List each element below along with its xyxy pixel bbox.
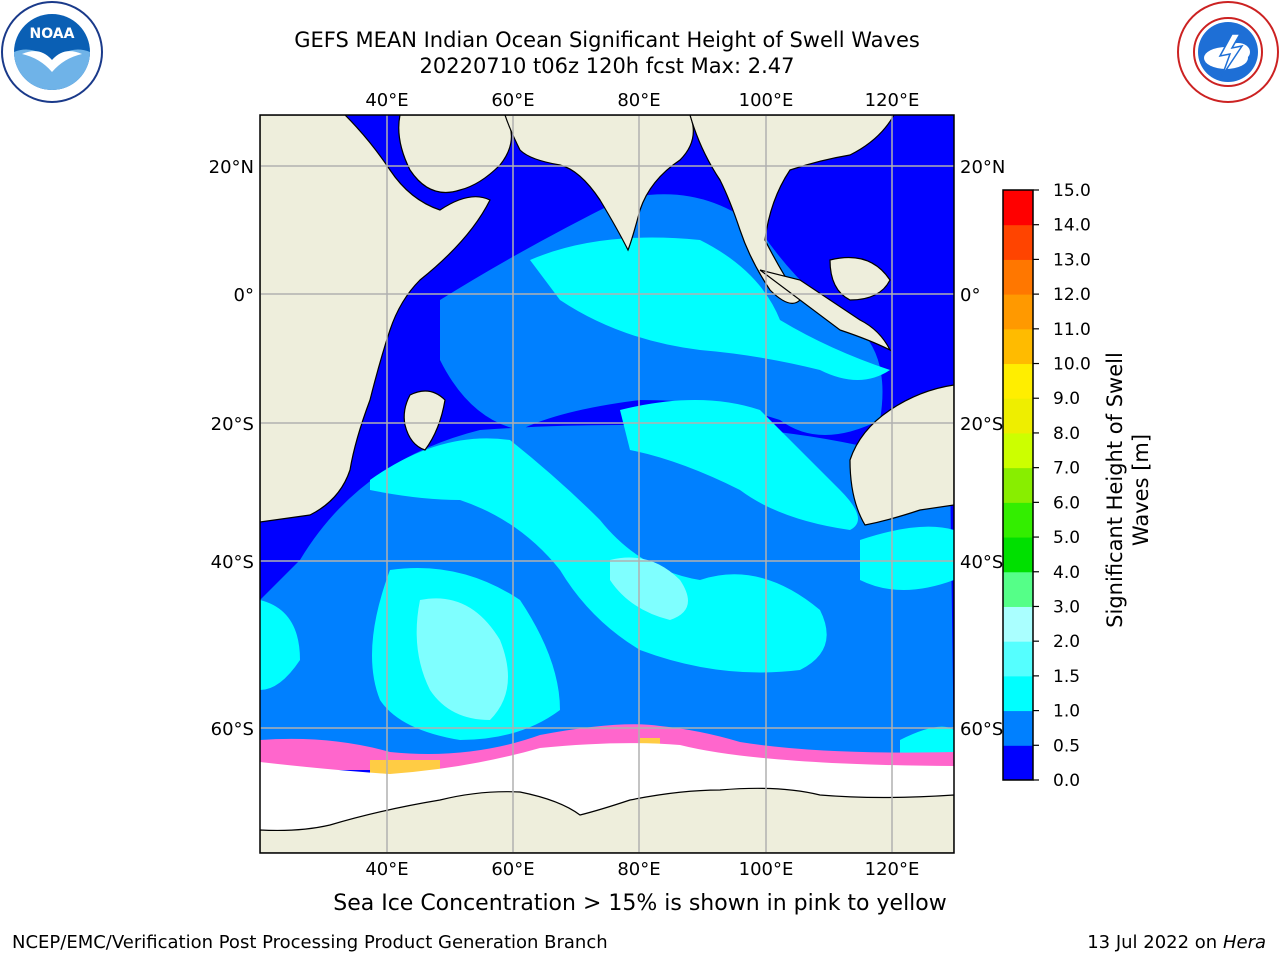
colorbar-tick-label: 10.0: [1053, 355, 1091, 375]
lat-label-left: 0°: [234, 285, 254, 306]
colorbar-tick-label: 1.5: [1053, 667, 1080, 687]
footer-producer: NCEP/EMC/Verification Post Processing Pr…: [12, 932, 608, 953]
colorbar-tick-label: 9.0: [1053, 389, 1080, 409]
colorbar-blocks: [1003, 190, 1033, 781]
colorbar-block: [1003, 190, 1033, 226]
lon-label-top: 40°E: [365, 90, 408, 111]
colorbar-tick-label: 7.0: [1053, 459, 1080, 479]
colorbar-tick-label: 5.0: [1053, 528, 1080, 548]
colorbar-block: [1003, 502, 1033, 538]
colorbar-block: [1003, 675, 1033, 712]
lon-label-top: 60°E: [491, 90, 534, 111]
chart-title: GEFS MEAN Indian Ocean Significant Heigh…: [294, 28, 920, 52]
colorbar-tick-label: 3.0: [1053, 597, 1080, 617]
land-africa: [260, 115, 491, 523]
colorbar-tick-label: 12.0: [1053, 285, 1091, 305]
colorbar-block: [1003, 259, 1033, 295]
colorbar-tick-label: 15.0: [1053, 181, 1091, 201]
swell-band-1.5-2.0: [416, 557, 688, 720]
lat-labels-right: 20°N 0° 20°S 40°S 60°S: [960, 157, 1005, 740]
colorbar-block: [1003, 571, 1033, 607]
lat-label-right: 40°S: [960, 552, 1003, 573]
colorbar-tick-label: 6.0: [1053, 493, 1080, 513]
lon-label-bottom: 80°E: [617, 859, 660, 880]
land-india: [504, 115, 694, 252]
map-field: [260, 115, 954, 853]
colorbar-block: [1003, 328, 1033, 365]
noaa-logo-text: NOAA: [30, 26, 75, 42]
colorbar-frame: [1002, 189, 1034, 781]
nws-logo: [1177, 1, 1279, 103]
colorbar-ticks: 0.0 0.5 1.0 1.5 2.0 3.0 4.0 5.0 6.0 7.0 8.0 9.0 10.0…: [1033, 181, 1091, 791]
footer-date: 13 Jul 2022 on Hera: [1087, 932, 1266, 953]
footer-date-text: 13 Jul 2022 on: [1087, 932, 1223, 953]
colorbar-block: [1003, 710, 1033, 746]
land-madagascar: [403, 390, 446, 451]
lon-label-bottom: 120°E: [865, 859, 920, 880]
map-gridlines: [260, 115, 954, 853]
colorbar-block: [1003, 606, 1033, 642]
colorbar-tick-label: 11.0: [1053, 320, 1091, 340]
colorbar-tick-label: 14.0: [1053, 216, 1091, 236]
colorbar-tick-label: 2.0: [1053, 632, 1080, 652]
lon-label-top: 100°E: [739, 90, 794, 111]
colorbar-block: [1003, 294, 1033, 330]
lon-label-top: 120°E: [865, 90, 920, 111]
lon-label-bottom: 60°E: [491, 859, 534, 880]
colorbar-block: [1003, 224, 1033, 260]
footer-host: Hera: [1222, 932, 1266, 953]
map-frame: [259, 114, 955, 854]
colorbar-block: [1003, 537, 1033, 573]
lat-label-left: 20°N: [209, 157, 254, 178]
colorbar-tick-label: 4.0: [1053, 563, 1080, 583]
colorbar-title: Significant Height of Swell Waves [m]: [1103, 352, 1153, 628]
land-masses: [260, 115, 954, 853]
lon-label-bottom: 40°E: [365, 859, 408, 880]
colorbar-tick-label: 1.0: [1053, 702, 1080, 722]
noaa-logo: NOAA: [1, 1, 103, 103]
colorbar: 0.0 0.5 1.0 1.5 2.0 3.0 4.0 5.0 6.0 7.0 8.0 9.0 10.0…: [1002, 181, 1091, 791]
lon-label-top: 80°E: [617, 90, 660, 111]
lat-label-right: 20°S: [960, 414, 1003, 435]
chart-subtitle-run-info: 20220710 t06z 120h fcst Max: 2.47: [419, 54, 795, 78]
colorbar-tick-label: 8.0: [1053, 424, 1080, 444]
lon-label-bottom: 100°E: [739, 859, 794, 880]
land-australia: [849, 384, 954, 526]
lon-labels-top: 40°E 60°E 80°E 100°E 120°E: [365, 90, 919, 111]
land-arabia: [398, 115, 512, 194]
lat-label-left: 40°S: [211, 552, 254, 573]
colorbar-block: [1003, 363, 1033, 399]
lat-label-right: 0°: [960, 285, 980, 306]
sea-ice-note: Sea Ice Concentration > 15% is shown in …: [333, 891, 947, 916]
colorbar-block: [1003, 467, 1033, 503]
colorbar-tick-label: 0.5: [1053, 736, 1080, 756]
colorbar-block: [1003, 432, 1033, 469]
lon-labels-bottom: 40°E 60°E 80°E 100°E 120°E: [365, 859, 919, 880]
lat-label-right: 60°S: [960, 719, 1003, 740]
colorbar-block: [1003, 641, 1033, 677]
land-antarctica: [260, 787, 954, 853]
colorbar-block: [1003, 398, 1033, 434]
colorbar-tick-label: 0.0: [1053, 771, 1080, 791]
lat-labels-left: 20°N 0° 20°S 40°S 60°S: [209, 157, 254, 740]
colorbar-tick-label: 13.0: [1053, 250, 1091, 270]
lat-label-left: 20°S: [211, 414, 254, 435]
lat-label-right: 20°N: [960, 157, 1005, 178]
lat-label-left: 60°S: [211, 719, 254, 740]
colorbar-block: [1003, 745, 1033, 781]
